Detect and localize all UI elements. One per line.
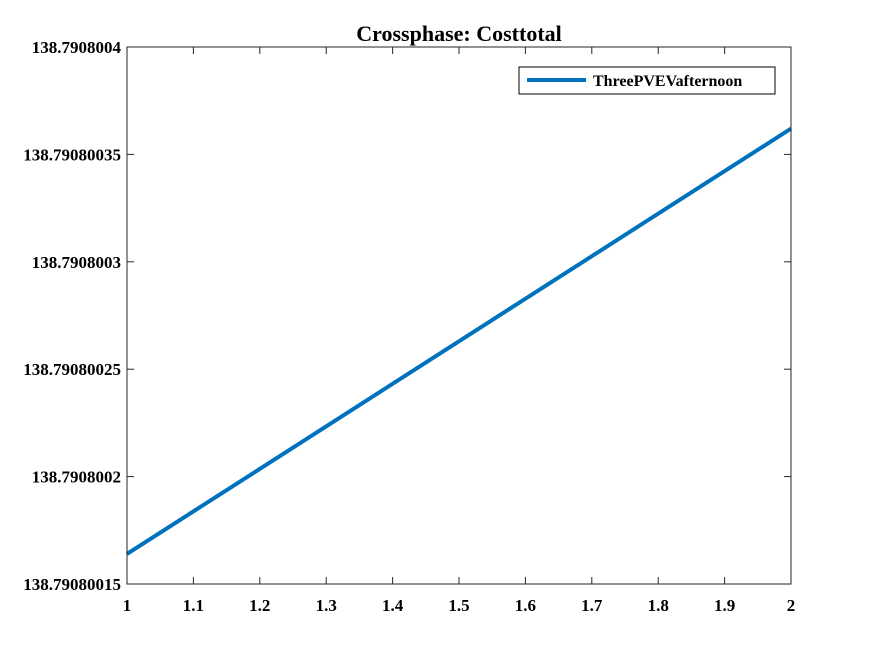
x-tick-label: 1.1 — [183, 596, 204, 615]
y-tick-label: 138.79080015 — [23, 575, 121, 594]
x-tick-label: 1.2 — [249, 596, 270, 615]
legend-label: ThreePVEVafternoon — [593, 73, 742, 90]
y-tick-label: 138.79080025 — [23, 360, 121, 379]
x-tick-label: 1.5 — [448, 596, 469, 615]
x-tick-label: 1.6 — [515, 596, 536, 615]
axes-box — [126, 46, 792, 585]
x-tick-label: 1.3 — [316, 596, 337, 615]
series-line-0 — [125, 126, 793, 556]
y-tick-label: 138.7908003 — [32, 253, 121, 272]
x-tick-label: 1.8 — [648, 596, 669, 615]
chart-title: Crossphase: Costtotal — [356, 21, 562, 46]
y-tick-label: 138.79080035 — [23, 145, 121, 164]
x-tick-label: 1.7 — [581, 596, 603, 615]
x-tick-label: 1 — [123, 596, 132, 615]
x-tick-label: 1.4 — [382, 596, 404, 615]
y-tick-label: 138.7908004 — [32, 38, 122, 57]
x-tick-label: 1.9 — [714, 596, 735, 615]
axes: 1 1.1 1.2 1.3 1.4 1.5 1.6 1.7 1.8 1.9 2 138.7908001… — [23, 38, 795, 615]
plot-area — [125, 126, 793, 556]
x-tick-label: 2 — [787, 596, 796, 615]
y-tick-label: 138.7908002 — [32, 468, 121, 487]
legend: ThreePVEVafternoon — [518, 66, 776, 95]
